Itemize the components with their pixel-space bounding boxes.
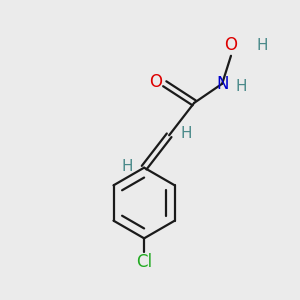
Text: H: H [236, 79, 247, 94]
Text: H: H [180, 126, 192, 141]
Text: N: N [216, 75, 228, 93]
Text: H: H [256, 38, 268, 53]
Text: Cl: Cl [136, 253, 152, 271]
Text: O: O [224, 36, 238, 54]
Text: H: H [122, 159, 133, 174]
Text: O: O [149, 73, 162, 91]
